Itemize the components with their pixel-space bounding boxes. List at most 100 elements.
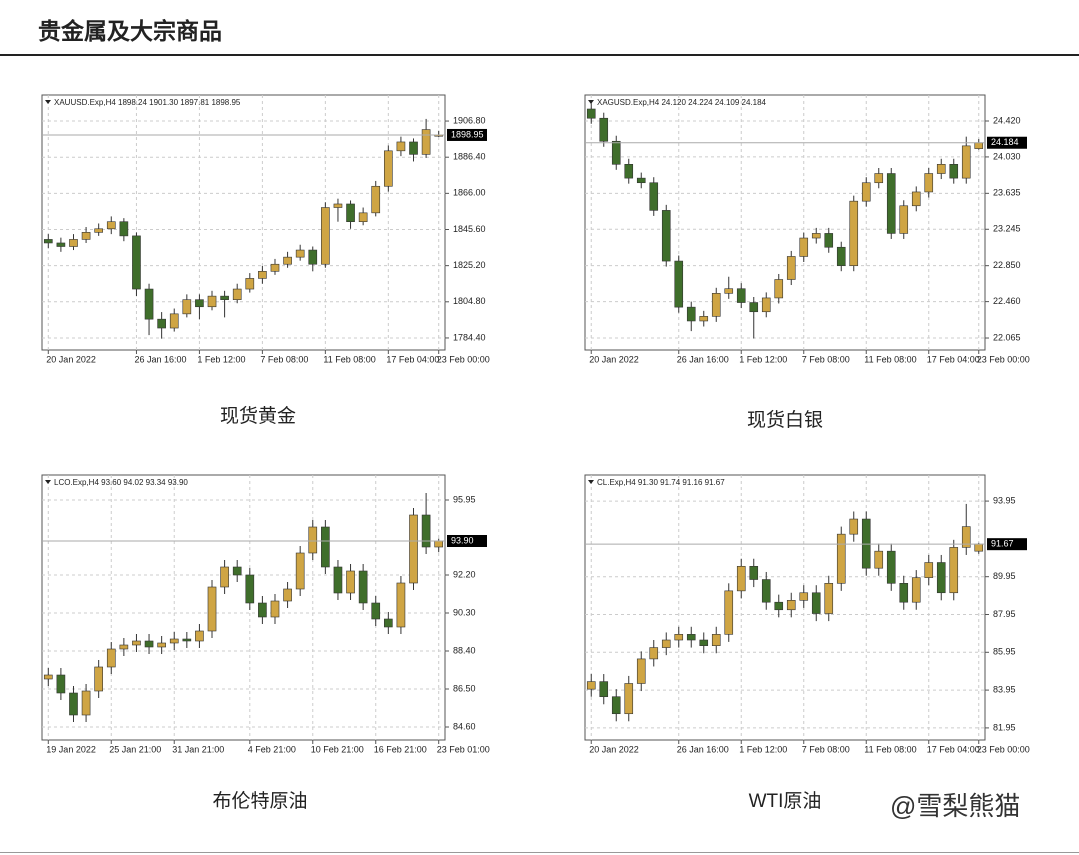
x-tick-label: 26 Jan 16:00 <box>134 354 186 364</box>
candle-body <box>749 565 759 580</box>
x-tick-label: 7 Feb 08:00 <box>260 354 308 364</box>
y-tick-label: 1866.00 <box>453 188 486 198</box>
y-tick-label: 1825.20 <box>453 260 486 270</box>
y-tick-label: 87.95 <box>993 609 1016 619</box>
title-rule <box>0 54 1079 56</box>
y-tick-label: 22.460 <box>993 296 1021 306</box>
candle-body <box>586 108 596 119</box>
candle-body <box>674 634 684 641</box>
chart-header: LCO.Exp,H4 93.60 94.02 93.34 93.90 <box>54 478 188 487</box>
x-tick-label: 4 Feb 21:00 <box>248 744 296 754</box>
x-tick-label: 26 Jan 16:00 <box>677 354 729 364</box>
x-tick-label: 1 Feb 12:00 <box>739 744 787 754</box>
candle-body <box>396 141 406 152</box>
x-tick-label: 31 Jan 21:00 <box>172 744 224 754</box>
x-tick-label: 10 Feb 21:00 <box>311 744 364 754</box>
candle-body <box>936 164 946 174</box>
y-tick-label: 81.95 <box>993 722 1016 732</box>
x-tick-label: 7 Feb 08:00 <box>802 354 850 364</box>
y-tick-label: 93.95 <box>993 495 1016 505</box>
candle-body <box>132 235 141 290</box>
candle-body <box>636 658 646 684</box>
candle-body <box>836 533 846 584</box>
candle-body <box>396 582 406 628</box>
candle-body <box>974 142 984 149</box>
candle-body <box>106 648 116 668</box>
y-tick-label: 84.60 <box>453 721 476 731</box>
x-tick-label: 20 Jan 2022 <box>589 744 639 754</box>
candle-body <box>132 640 141 646</box>
y-tick-label: 24.030 <box>993 151 1021 161</box>
candle-body <box>636 177 646 184</box>
candle-body <box>874 173 884 184</box>
candle-body <box>849 518 859 535</box>
candle-body <box>911 191 921 207</box>
candle-body <box>333 566 343 594</box>
candle-body <box>295 249 305 258</box>
candle-body <box>56 242 66 247</box>
candle-body <box>258 602 267 618</box>
footer-rule <box>0 852 1079 853</box>
header-arrow <box>588 100 594 104</box>
x-tick-label: 23 Feb 00:00 <box>977 744 1030 754</box>
candle-body <box>434 540 444 548</box>
y-tick-label: 1845.60 <box>453 224 486 234</box>
x-tick-label: 11 Feb 08:00 <box>323 354 375 364</box>
x-tick-label: 17 Feb 04:00 <box>386 354 439 364</box>
candle-body <box>119 644 129 650</box>
chart-header: CL.Exp,H4 91.30 91.74 91.16 91.67 <box>597 478 725 487</box>
y-tick-label: 1906.80 <box>453 115 486 125</box>
candle-body <box>169 638 179 644</box>
candle-body <box>157 642 166 648</box>
x-tick-label: 17 Feb 04:00 <box>927 744 980 754</box>
candle-body <box>195 299 204 308</box>
plot-area <box>41 94 446 351</box>
candle-body <box>774 601 784 611</box>
x-tick-label: 16 Feb 21:00 <box>374 744 427 754</box>
candle-body <box>811 592 821 614</box>
candle-body <box>924 562 934 578</box>
candle-body <box>69 692 78 716</box>
x-tick-label: 23 Feb 00:00 <box>977 354 1030 364</box>
candle-body <box>949 164 959 179</box>
last-price-label: 24.184 <box>991 137 1019 147</box>
candle-body <box>182 638 192 642</box>
candle-body <box>207 295 217 308</box>
y-tick-label: 85.95 <box>993 647 1016 657</box>
last-price-box <box>447 128 487 141</box>
candle-body <box>924 173 934 193</box>
candle-body <box>686 634 696 641</box>
candle-body <box>586 681 596 690</box>
x-tick-label: 11 Feb 08:00 <box>864 354 916 364</box>
candle-body <box>321 207 330 265</box>
y-tick-label: 83.95 <box>993 684 1016 694</box>
candle-body <box>611 140 621 165</box>
candle-body <box>409 514 418 584</box>
y-tick-label: 92.20 <box>453 569 476 579</box>
candle-body <box>824 233 834 248</box>
candle-body <box>761 579 771 603</box>
candle-body <box>182 299 192 315</box>
chart-header: XAUUSD.Exp,H4 1898.24 1901.30 1897.81 18… <box>54 98 241 107</box>
x-tick-label: 7 Feb 08:00 <box>802 744 850 754</box>
x-tick-label: 1 Feb 12:00 <box>197 354 245 364</box>
candle-body <box>81 690 91 716</box>
y-tick-label: 22.065 <box>993 332 1021 342</box>
candle-body <box>69 239 78 247</box>
candle-body <box>686 306 696 322</box>
y-tick-label: 22.850 <box>993 260 1021 270</box>
candle-body <box>295 552 305 590</box>
x-tick-label: 20 Jan 2022 <box>589 354 639 364</box>
candle-body <box>949 547 959 594</box>
x-tick-label: 19 Jan 2022 <box>46 744 96 754</box>
x-tick-label: 20 Jan 2022 <box>46 354 96 364</box>
candle-body <box>144 640 154 648</box>
header-arrow <box>45 480 51 484</box>
candle-body <box>599 117 609 142</box>
candle-body <box>799 592 809 601</box>
candle-body <box>711 293 721 317</box>
last-price-label: 1898.95 <box>451 129 484 139</box>
plot-area <box>41 474 446 741</box>
